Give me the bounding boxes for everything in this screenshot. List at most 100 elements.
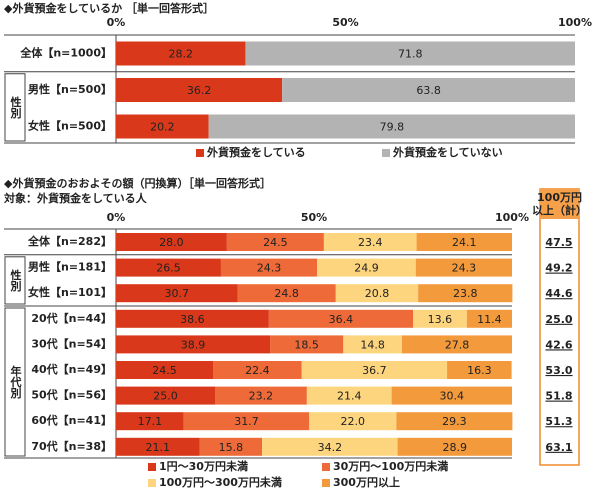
data-label: 71.8 (398, 48, 423, 61)
bar-segment (268, 309, 413, 328)
x-tick-label: 100% (495, 211, 529, 224)
bar-segment (226, 233, 324, 251)
category-label: 70代【n=38】 (31, 439, 112, 453)
data-label: 36.2 (187, 84, 212, 97)
total-header: 100万円 (537, 191, 582, 204)
bar-segment (391, 386, 512, 405)
bar-segment (323, 233, 417, 251)
data-label: 14.8 (360, 338, 385, 351)
bar-segment (447, 361, 512, 379)
total-header-bg (540, 189, 579, 219)
category-label: 全体【n=282】 (27, 234, 112, 248)
bar-segment (466, 309, 512, 328)
category-label: 60代【n=41】 (31, 413, 112, 427)
legend-swatch (148, 463, 156, 471)
bar-segment (220, 258, 318, 277)
bar-segment (116, 335, 271, 354)
total-label: 63.1 (545, 441, 572, 454)
legend-swatch (322, 463, 330, 471)
data-label: 22.4 (245, 364, 270, 377)
bar-segment (116, 284, 238, 303)
bar-segment (415, 258, 512, 277)
data-label: 31.7 (234, 415, 259, 428)
group-box (4, 256, 26, 305)
data-label: 16.3 (467, 364, 492, 377)
data-label: 23.8 (453, 287, 478, 300)
data-label: 24.1 (452, 236, 477, 249)
data-label: 22.0 (341, 415, 366, 428)
bar-segment (397, 437, 512, 456)
data-label: 38.6 (180, 313, 205, 326)
bar-segment (309, 412, 397, 431)
total-label: 51.8 (545, 390, 572, 403)
data-label: 24.9 (354, 262, 379, 275)
data-label: 28.0 (159, 236, 184, 249)
category-label: 40代【n=49】 (31, 362, 112, 376)
data-label: 21.4 (337, 390, 362, 403)
bar-segment (116, 78, 283, 102)
data-label: 21.1 (146, 441, 171, 454)
data-label: 18.5 (294, 338, 319, 351)
x-tick-label: 50% (301, 211, 327, 224)
bar-segment (199, 437, 263, 456)
total-label: 44.6 (545, 287, 572, 300)
total-label: 42.6 (545, 338, 572, 351)
bar-segment (116, 412, 184, 431)
category-label: 男性【n=500】 (28, 82, 112, 96)
category-label: 50代【n=56】 (31, 388, 112, 402)
data-label: 34.2 (318, 441, 343, 454)
category-label: 女性【n=101】 (28, 285, 112, 299)
data-label: 28.2 (168, 48, 193, 61)
chart-subtitle: 対象：外貨預金をしている人 (3, 191, 148, 205)
bar-segment (215, 386, 307, 405)
data-label: 17.1 (138, 415, 163, 428)
legend-label: 1円～30万円未満 (159, 459, 248, 473)
bar-segment (418, 284, 513, 303)
x-tick-label: 0% (107, 211, 126, 224)
bar-segment (183, 412, 310, 431)
total-header: 以上（計） (532, 203, 587, 217)
data-label: 24.8 (274, 287, 299, 300)
category-label: 女性【n=500】 (28, 119, 112, 133)
legend-label: 外貨預金をしていない (392, 145, 503, 159)
x-tick-label: 50% (332, 16, 358, 29)
bar-segment (335, 284, 419, 303)
data-label: 30.4 (440, 390, 465, 403)
bar-segment (343, 335, 402, 354)
data-label: 25.0 (153, 390, 178, 403)
bar-segment (116, 114, 209, 139)
legend-label: 30万円～100万円未満 (333, 459, 448, 473)
data-label: 29.3 (442, 415, 467, 428)
bar-segment (116, 361, 214, 379)
category-label: 20代【n=44】 (31, 311, 112, 325)
data-label: 26.5 (156, 262, 181, 275)
bar-segment (116, 233, 227, 251)
group-label: 年代別 (9, 364, 23, 399)
group-label: 性別 (9, 268, 23, 292)
bar-segment (116, 258, 221, 277)
group-label: 性別 (9, 95, 23, 119)
bar-segment (237, 284, 336, 303)
legend-swatch (196, 149, 204, 157)
legend-swatch (322, 479, 330, 487)
bar-segment (208, 114, 575, 139)
data-label: 13.6 (428, 313, 453, 326)
bar-segment (282, 78, 575, 102)
data-label: 15.8 (219, 441, 244, 454)
bar-segment (270, 335, 344, 354)
data-label: 24.5 (263, 236, 288, 249)
data-label: 63.8 (416, 84, 441, 97)
bar-segment (116, 41, 246, 66)
total-label: 51.3 (545, 415, 572, 428)
x-tick-label: 0% (107, 16, 126, 29)
bar-segment (262, 437, 398, 456)
chart-title: ◆外貨預金のおおよその額（円換算）［単一回答形式］ (4, 176, 271, 190)
data-label: 24.3 (452, 262, 477, 275)
bar-segment (317, 258, 416, 277)
bar-segment (213, 361, 302, 379)
bar-segment (396, 412, 513, 431)
data-label: 23.2 (249, 390, 274, 403)
legend-label: 外貨預金をしている (206, 145, 306, 159)
data-label: 20.2 (150, 121, 175, 134)
